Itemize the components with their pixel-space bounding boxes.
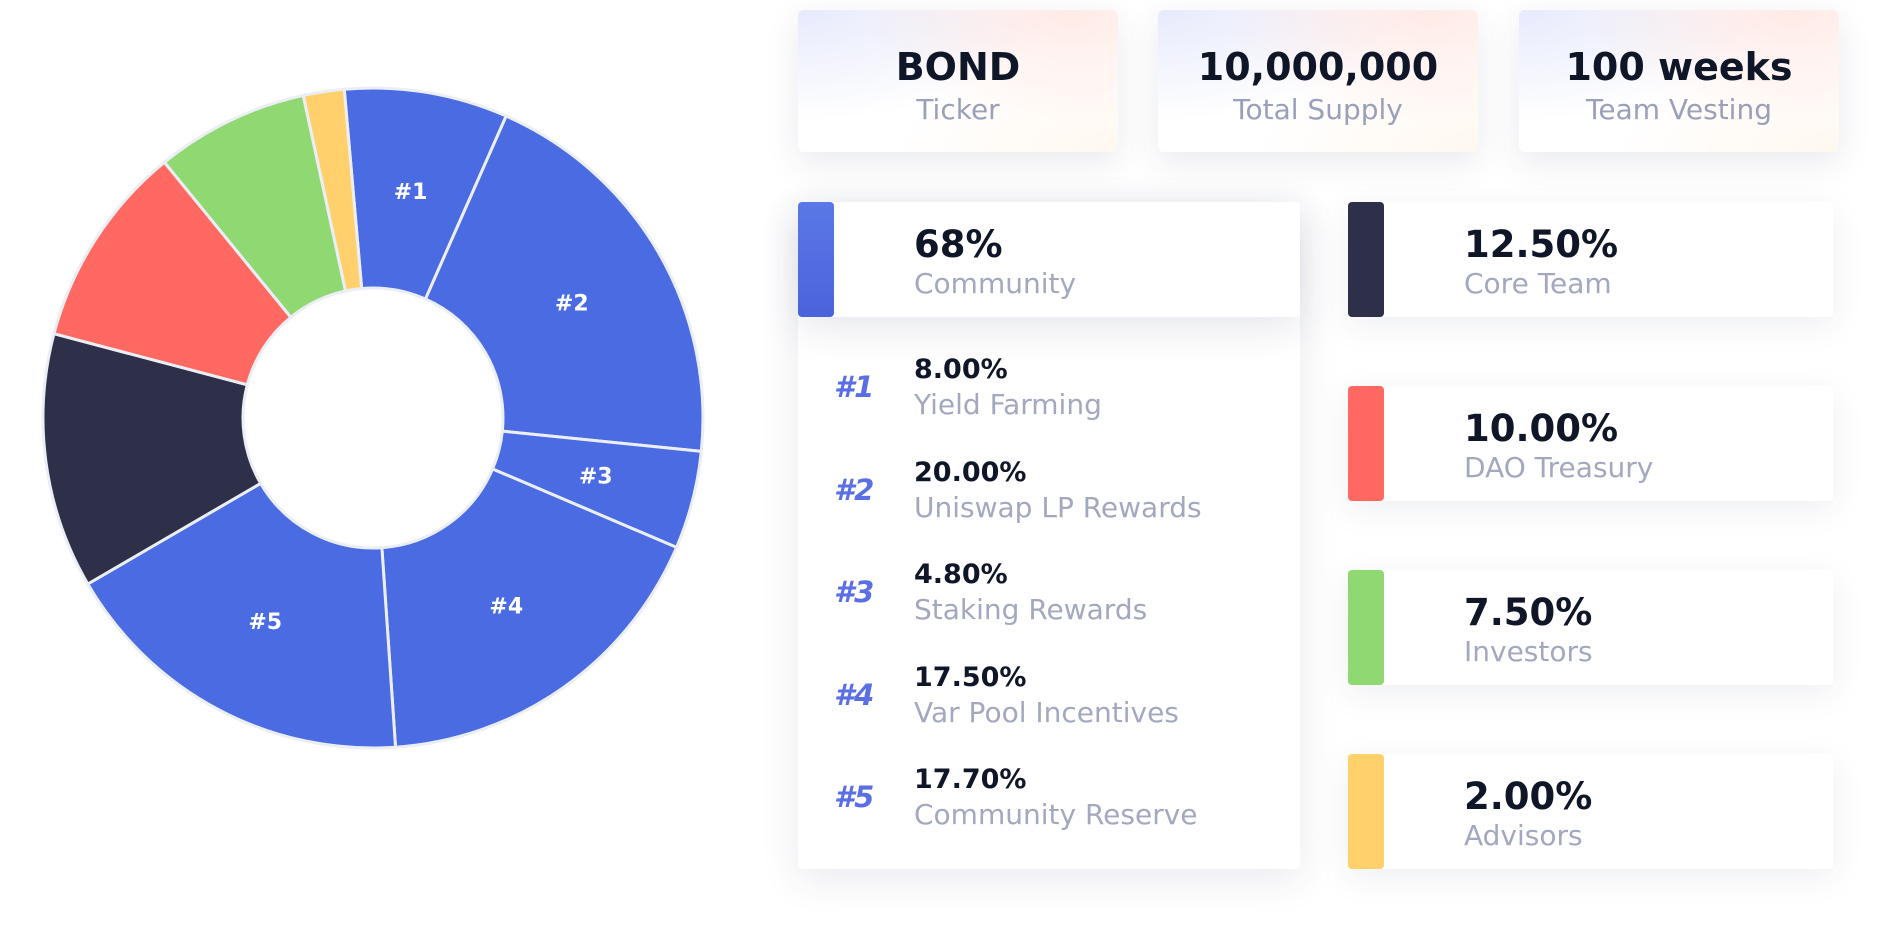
core-team-percent: 12.50% (1464, 223, 1619, 266)
total-supply-value: 10,000,000 (1197, 45, 1439, 89)
allocation-donut-chart: #1 #2 #3 #4 #5 (41, 86, 705, 750)
slice-label: #2 (555, 291, 589, 316)
community-percent: 68% (914, 223, 1003, 266)
slice-var-pool-incentives (380, 466, 679, 749)
investors-card: 7.50% Investors (1348, 570, 1833, 685)
breakdown-row-2: #2 20.00% Uniswap LP Rewards (798, 445, 1298, 547)
advisors-card: 2.00% Advisors (1348, 754, 1833, 869)
breakdown-percent: 4.80% (914, 559, 1008, 590)
team-vesting-card: 100 weeks Team Vesting (1519, 10, 1839, 152)
total-supply-card: 10,000,000 Total Supply (1158, 10, 1478, 152)
breakdown-percent: 20.00% (914, 457, 1027, 488)
ticker-label: Ticker (916, 93, 1000, 126)
slice-dao-treasury (52, 160, 293, 387)
team-vesting-value: 100 weeks (1565, 45, 1793, 89)
dao-treasury-card: 10.00% DAO Treasury (1348, 386, 1833, 501)
breakdown-number: #2 (834, 473, 875, 507)
dao-treasury-color-bar (1348, 386, 1384, 501)
breakdown-number: #4 (834, 678, 875, 712)
dao-treasury-percent: 10.00% (1464, 407, 1619, 450)
breakdown-percent: 17.70% (914, 764, 1027, 795)
slice-label: #4 (489, 594, 523, 619)
core-team-color-bar (1348, 202, 1384, 317)
breakdown-row-1: #1 8.00% Yield Farming (798, 342, 1298, 444)
slice-label: #5 (248, 610, 282, 635)
investors-percent: 7.50% (1464, 591, 1593, 634)
dao-treasury-label: DAO Treasury (1464, 451, 1654, 484)
advisors-percent: 2.00% (1464, 775, 1593, 818)
investors-color-bar (1348, 570, 1384, 685)
slice-core-team (41, 331, 263, 587)
total-supply-label: Total Supply (1233, 93, 1403, 126)
breakdown-label: Yield Farming (914, 388, 1102, 421)
team-vesting-label: Team Vesting (1586, 93, 1772, 126)
breakdown-label: Uniswap LP Rewards (914, 491, 1202, 524)
breakdown-label: Community Reserve (914, 798, 1198, 831)
advisors-color-bar (1348, 754, 1384, 869)
breakdown-number: #1 (834, 370, 875, 404)
core-team-card: 12.50% Core Team (1348, 202, 1833, 317)
slice-uniswap-lp-rewards (423, 114, 705, 453)
breakdown-row-4: #4 17.50% Var Pool Incentives (798, 650, 1298, 752)
breakdown-label: Var Pool Incentives (914, 696, 1179, 729)
community-label: Community (914, 267, 1077, 300)
slice-advisors (301, 87, 364, 293)
breakdown-number: #3 (834, 575, 875, 609)
slice-label: #3 (579, 464, 613, 489)
breakdown-row-3: #3 4.80% Staking Rewards (798, 547, 1298, 649)
breakdown-percent: 17.50% (914, 662, 1027, 693)
community-card: 68% Community (798, 202, 1300, 317)
slice-label: #1 (394, 180, 428, 205)
breakdown-label: Staking Rewards (914, 593, 1148, 626)
breakdown-row-5: #5 17.70% Community Reserve (798, 752, 1298, 854)
slice-community-reserve (85, 481, 398, 750)
ticker-value: BOND (895, 45, 1021, 89)
advisors-label: Advisors (1464, 819, 1583, 852)
core-team-label: Core Team (1464, 267, 1612, 300)
ticker-card: BOND Ticker (798, 10, 1118, 152)
community-color-bar (798, 202, 834, 317)
breakdown-number: #5 (834, 780, 875, 814)
investors-label: Investors (1464, 635, 1593, 668)
breakdown-percent: 8.00% (914, 354, 1008, 385)
